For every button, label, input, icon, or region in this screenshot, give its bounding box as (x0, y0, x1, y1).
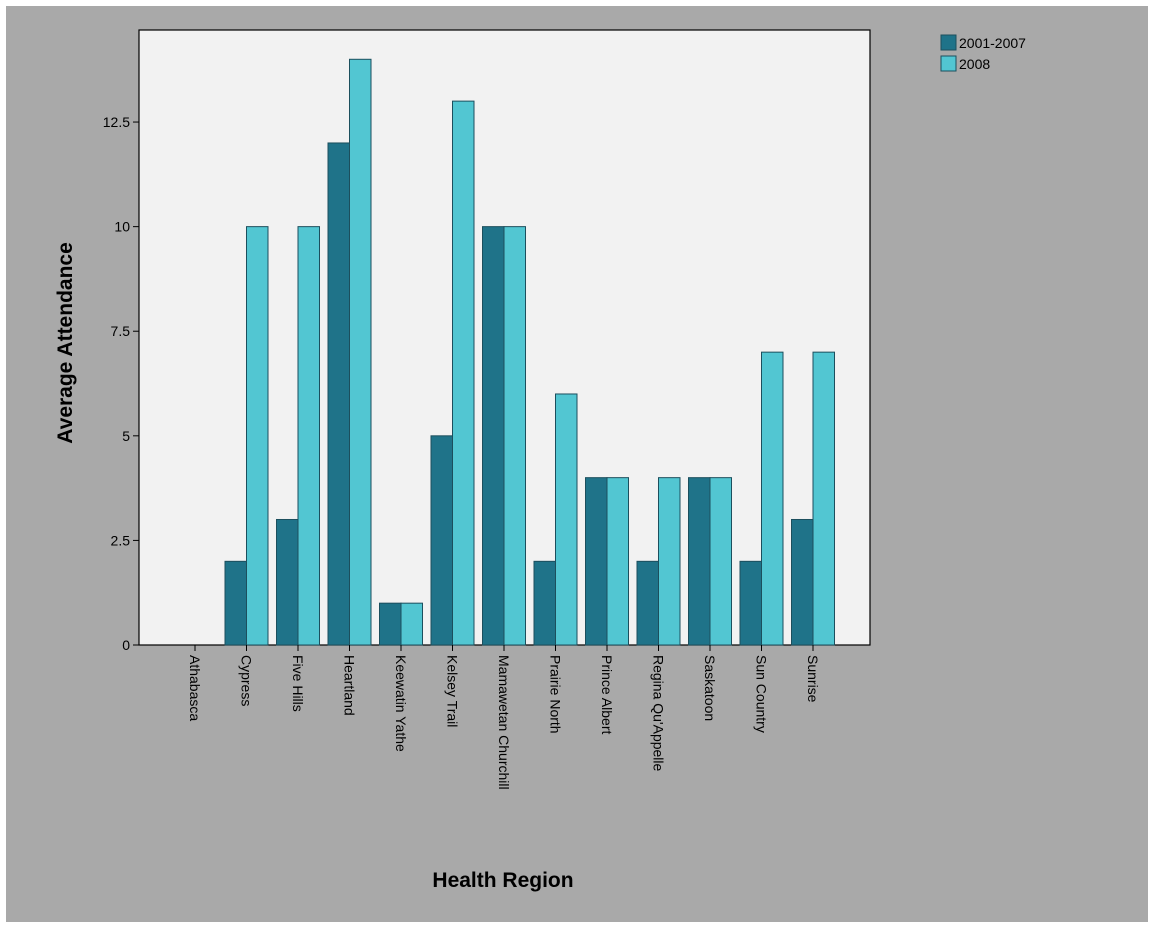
y-axis-title: Average Attendance (54, 242, 77, 444)
x-tick-label: Mamawetan Churchill (496, 655, 512, 790)
chart-frame: 0 2.5 5 7.5 10 12.5 Athabasca Cypress Five Hill… (6, 6, 1148, 922)
legend: 2001-2007 2008 (940, 34, 1026, 72)
bar-chart: 0 2.5 5 7.5 10 12.5 Athabasca Cypress Five Hill… (54, 29, 1026, 892)
bar-2008 (246, 226, 269, 646)
x-tick-label: Prince Albert (599, 655, 615, 734)
x-tick-label: Prairie North (548, 655, 564, 734)
x-tick-label: Five Hills (290, 655, 306, 712)
bar-2008 (297, 226, 320, 646)
bar-2008 (555, 393, 578, 646)
bar-2001-2007 (636, 560, 659, 646)
bar-2001-2007 (327, 142, 350, 646)
y-tick-label: 2.5 (111, 532, 131, 548)
x-tick-label: Cypress (239, 655, 255, 706)
x-tick-label: Athabasca (187, 655, 203, 721)
legend-label: 2008 (959, 56, 990, 72)
bar-2008 (400, 602, 423, 646)
bar-2001-2007 (224, 560, 247, 646)
bar-2001-2007 (791, 518, 814, 646)
bar-2008 (503, 226, 526, 646)
bar-2001-2007 (585, 477, 608, 646)
x-tick-label: Keewatin Yathe (393, 655, 409, 752)
y-axis: 0 2.5 5 7.5 10 12.5 (103, 114, 139, 653)
x-tick-label: Sunrise (805, 655, 821, 703)
bar-2001-2007 (739, 560, 762, 646)
bar-2001-2007 (688, 477, 711, 646)
bar-2008 (709, 477, 732, 646)
x-tick-label: Heartland (342, 655, 358, 716)
bar-2008 (349, 58, 372, 646)
bar-2008 (606, 477, 629, 646)
bar-2008 (452, 100, 475, 646)
x-tick-label: Sun Country (754, 655, 770, 733)
bar-2008 (812, 351, 835, 646)
bar-2001-2007 (533, 560, 556, 646)
y-tick-label: 5 (122, 428, 130, 444)
y-tick-label: 12.5 (103, 114, 130, 130)
bar-2001-2007 (379, 602, 402, 646)
bar-2008 (658, 477, 681, 646)
legend-swatch (940, 55, 957, 72)
bar-2008 (761, 351, 784, 646)
x-tick-label: Kelsey Trail (445, 655, 461, 727)
x-axis: Athabasca Cypress Five Hills Heartland Keewa… (187, 645, 821, 790)
y-tick-label: 10 (114, 219, 130, 235)
y-tick-label: 0 (122, 637, 130, 653)
bar-2001-2007 (276, 518, 299, 646)
x-axis-title: Health Region (432, 869, 573, 892)
bar-2001-2007 (482, 226, 505, 646)
legend-label: 2001-2007 (959, 35, 1026, 51)
y-tick-label: 7.5 (111, 323, 131, 339)
x-tick-label: Regina Qu'Appelle (651, 655, 667, 772)
x-tick-label: Saskatoon (702, 655, 718, 721)
bar-2001-2007 (430, 435, 453, 646)
bars-group (224, 58, 835, 646)
legend-swatch (940, 34, 957, 51)
